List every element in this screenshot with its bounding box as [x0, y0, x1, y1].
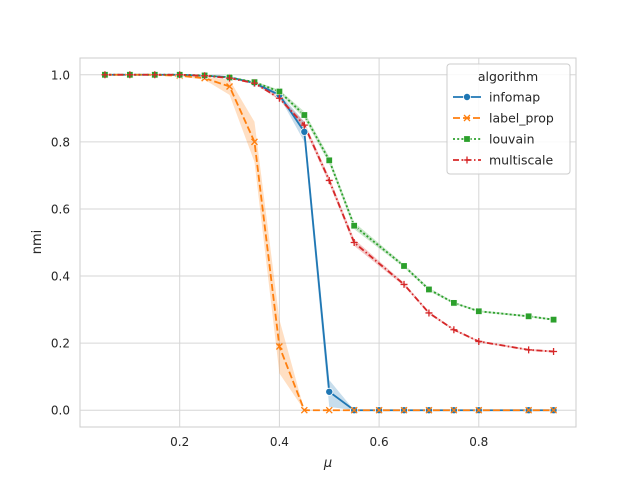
louvain-point — [450, 299, 458, 307]
multiscale-point — [250, 79, 258, 87]
label_prop-point — [300, 406, 308, 414]
multiscale-point — [101, 71, 109, 79]
legend-label-infomap: infomap — [489, 90, 540, 105]
series-markers — [100, 70, 558, 415]
x-tick-label: 0.2 — [170, 435, 189, 449]
multiscale-point — [350, 239, 358, 246]
legend-label-multiscale: multiscale — [489, 153, 553, 168]
x-tick-label: 0.4 — [270, 435, 289, 449]
legend-marker-label_prop — [463, 114, 471, 122]
legend-marker-louvain — [463, 135, 471, 143]
x-axis-ticks: 0.2 0.4 0.6 0.8 — [170, 435, 488, 449]
multiscale-point — [475, 337, 483, 345]
louvain-point — [525, 312, 533, 320]
multiscale-point — [201, 72, 209, 80]
y-tick-label: 1.0 — [51, 68, 70, 82]
multiscale-point — [176, 71, 184, 79]
multiscale-point — [400, 280, 408, 288]
multiscale-point — [450, 326, 458, 334]
x-tick-label: 0.6 — [370, 435, 389, 449]
label_prop-point — [226, 83, 234, 90]
louvain-point — [550, 316, 558, 324]
louvain-point — [475, 307, 483, 315]
label_prop-point — [275, 343, 283, 350]
multiscale-point — [275, 94, 283, 102]
louvain-point — [350, 222, 358, 230]
louvain-point — [275, 88, 283, 96]
multiscale-point — [325, 176, 333, 184]
infomap-point — [325, 387, 334, 396]
louvain-point — [425, 285, 433, 293]
legend-marker-infomap — [462, 93, 471, 102]
multiscale-point — [550, 348, 558, 356]
label_prop-point — [400, 406, 408, 414]
multiscale-point — [226, 74, 234, 82]
label_prop-point — [375, 406, 383, 414]
label_prop-point — [475, 406, 483, 414]
legend-label-louvain: louvain — [489, 132, 535, 147]
multiscale-point — [126, 71, 134, 79]
multiscale-point — [525, 346, 533, 354]
label_prop-point — [525, 406, 533, 414]
label_prop-point — [251, 138, 258, 146]
infomap-point — [300, 127, 309, 136]
x-axis-label: μ — [323, 456, 332, 471]
y-tick-label: 0.4 — [51, 270, 70, 284]
legend-title: algorithm — [478, 69, 538, 84]
x-tick-label: 0.8 — [469, 435, 488, 449]
legend-label-label_prop: label_prop — [489, 111, 554, 126]
label_prop-point — [425, 406, 433, 414]
label_prop-point — [350, 406, 358, 414]
y-tick-label: 0.6 — [51, 202, 70, 216]
legend-box — [446, 63, 571, 175]
label_prop-point — [550, 406, 558, 414]
label_prop-point — [325, 406, 333, 414]
multiscale-point — [300, 121, 308, 129]
louvain-point — [325, 156, 333, 164]
multiscale-point — [425, 309, 433, 317]
y-tick-label: 0.2 — [51, 337, 70, 351]
y-tick-label: 0.0 — [51, 404, 70, 418]
y-axis-label: nmi — [30, 230, 45, 255]
legend-marker-multiscale — [463, 156, 471, 164]
label_prop-point — [450, 406, 458, 414]
label_prop-line — [104, 73, 554, 412]
multiscale-point — [151, 71, 159, 79]
louvain-point — [400, 262, 408, 270]
louvain-point — [300, 111, 308, 119]
y-axis-ticks: 0.0 0.2 0.4 0.6 0.8 1.0 — [51, 68, 70, 417]
y-tick-label: 0.8 — [51, 135, 70, 149]
